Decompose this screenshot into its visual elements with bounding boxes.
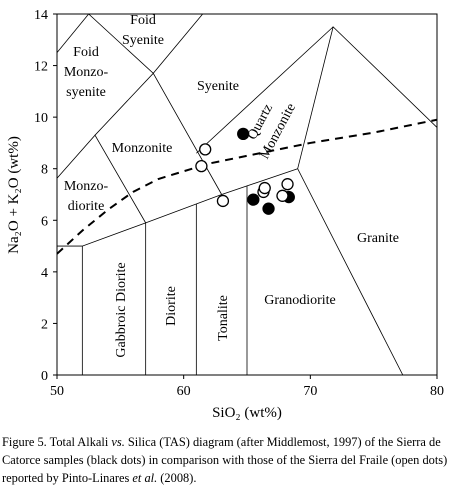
field-label: Gabbroic Diorite — [114, 262, 129, 357]
y-tick-label: 2 — [41, 317, 48, 332]
data-point — [216, 194, 230, 208]
y-tick-label: 4 — [41, 266, 48, 281]
field-label: Foid Monzo-syenite — [64, 45, 109, 100]
field-boundary — [57, 14, 89, 53]
x-tick-label: 50 — [50, 384, 64, 399]
field-label-line: syenite — [66, 85, 106, 100]
caption: Figure 5. Total Alkali vs. Silica (TAS) … — [2, 433, 448, 487]
y-tick-label: 8 — [41, 163, 48, 178]
field-label: Granite — [357, 231, 399, 246]
field-boundary — [297, 26, 437, 169]
field-label-line: Foid — [73, 45, 99, 60]
data-point — [258, 181, 271, 195]
y-axis-title: Na₂O + K₂O (wt%) — [6, 136, 22, 254]
field-label-line: Granodiorite — [264, 293, 336, 308]
data-point — [247, 193, 260, 206]
field-boundary — [196, 26, 334, 154]
caption-part: (2008). — [157, 471, 197, 485]
field-label-line: Monzo- — [64, 179, 109, 194]
data-point — [276, 189, 289, 202]
field-label-line: Syenite — [197, 79, 239, 94]
field-boundary — [57, 168, 404, 375]
field-label: Foid Syenite — [122, 13, 164, 48]
alkaline-divide — [57, 118, 437, 255]
data-point — [199, 143, 212, 156]
y-tick-label: 12 — [34, 60, 48, 75]
chart: SiO₂ (wt%) Na₂O + K₂O (wt%) 0 2 4 6 8 10 12 14 5… — [6, 8, 444, 421]
field-boundary — [88, 14, 203, 74]
data-point — [262, 202, 275, 215]
field-label-line: Foid — [130, 13, 156, 28]
field-label-line: diorite — [68, 199, 105, 214]
caption-part: Silica (TAS) diagram (after Middlemost, … — [2, 435, 448, 485]
field-label-line: Tonalite — [216, 295, 231, 341]
y-tick-label: 14 — [34, 8, 48, 23]
field-label-line: Granite — [357, 231, 399, 246]
field-label-line: Monzonite — [112, 141, 173, 156]
y-tick-label: 6 — [41, 214, 48, 229]
field-label: Monzonite — [112, 141, 173, 156]
data-point — [237, 127, 250, 141]
caption-part: Figure 5. Total Alkali — [2, 435, 112, 449]
data-point — [195, 159, 208, 173]
caption-part: et al. — [132, 471, 158, 485]
data-point — [281, 178, 294, 191]
field-label: Granodiorite — [264, 293, 336, 308]
field-label: Diorite — [164, 286, 179, 326]
caption-part: vs. — [111, 435, 125, 449]
x-tick-label: 70 — [303, 384, 317, 399]
field-label-line: Gabbroic Diorite — [114, 262, 129, 357]
y-tick-label: 0 — [41, 369, 48, 384]
plot-area — [57, 14, 437, 375]
field-label-line: Syenite — [122, 33, 164, 48]
field-label: Tonalite — [216, 295, 231, 341]
x-tick-label: 80 — [430, 384, 444, 399]
x-tick-label: 60 — [177, 384, 191, 399]
field-label: Monzo-diorite — [64, 179, 109, 214]
field-boundary — [57, 134, 147, 224]
field-label: Syenite — [197, 79, 239, 94]
field-label-line: Diorite — [164, 286, 179, 326]
y-tick-label: 10 — [34, 111, 48, 126]
field-label-line: Monzo- — [64, 65, 109, 80]
x-axis-title: SiO₂ (wt%) — [212, 405, 282, 421]
